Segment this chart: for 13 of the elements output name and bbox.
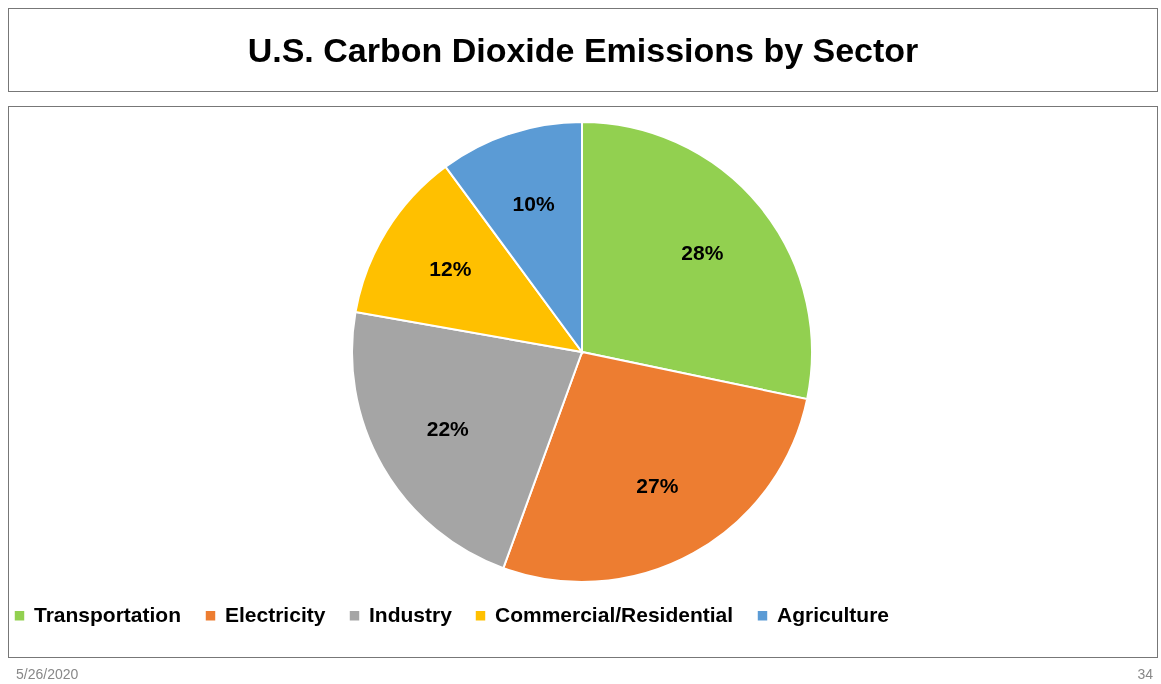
text: 5/26/2020 (16, 666, 79, 682)
data-label: 22% (426, 416, 470, 440)
legend-label: Commercial/Residential (495, 602, 734, 626)
data-label: 28% (681, 241, 724, 265)
data-label: 12% (429, 257, 472, 281)
legend-label: Electricity (225, 602, 326, 626)
legend-label: Agriculture (777, 602, 890, 626)
chart-title: U.S. Carbon Dioxide Emissions by Sector (8, 8, 1158, 92)
legend-label: Transportation (34, 602, 182, 626)
data-label: 27% (636, 474, 679, 498)
text: 34 (1137, 666, 1153, 682)
legend-label: Industry (369, 602, 453, 626)
data-label: 10% (512, 191, 555, 215)
